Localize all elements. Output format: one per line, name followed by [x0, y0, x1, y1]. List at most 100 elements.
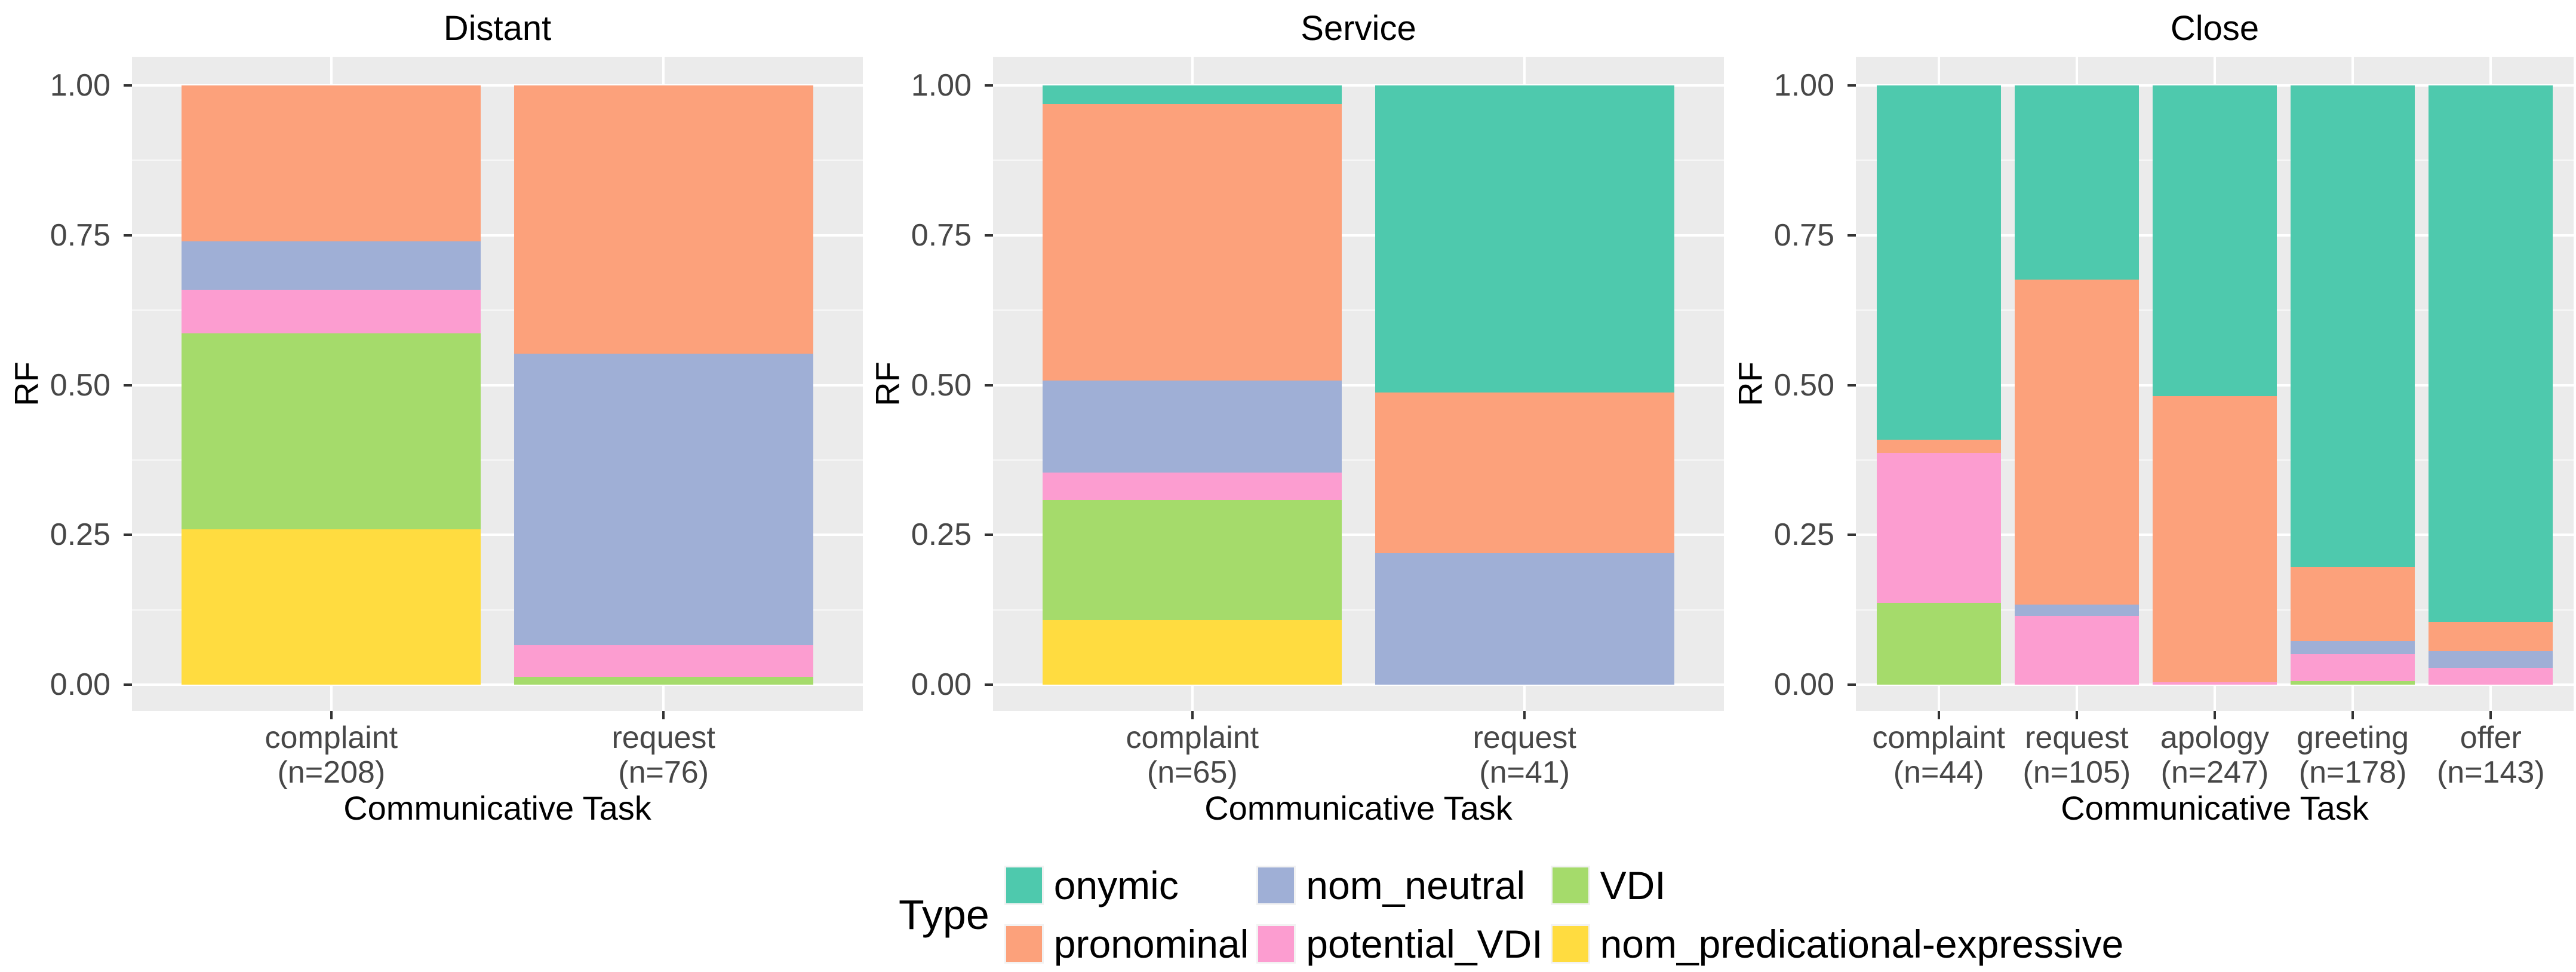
bar-segment-nom_predicational-expressive	[182, 529, 481, 685]
x-tick-label-category: request	[611, 720, 715, 755]
y-tick-mark	[124, 384, 132, 387]
legend-column: onymic pronominal	[1006, 863, 1249, 967]
minor-gridline	[993, 160, 1724, 161]
bar-segment-nom_neutral	[1043, 380, 1342, 473]
bar-segment-pronominal	[1375, 392, 1674, 553]
minor-gridline	[132, 609, 863, 611]
bar-segment-nom_neutral	[2014, 605, 2139, 617]
x-tick-label-category: complaint	[1872, 720, 2005, 755]
x-tick-label-count: (n=44)	[1893, 755, 1984, 790]
x-tick-label-category: offer	[2460, 720, 2522, 755]
x-tick-label-count: (n=65)	[1146, 755, 1238, 790]
x-tick-label: complaint (n=44)	[1802, 720, 2076, 790]
y-tick-mark	[1848, 84, 1856, 87]
y-tick-label: 1.00	[911, 68, 972, 103]
y-tick-mark	[985, 84, 993, 87]
bar-segment-pronominal	[2291, 566, 2415, 641]
x-tick-label-category: complaint	[265, 720, 398, 755]
x-tick-label-category: greeting	[2297, 720, 2409, 755]
legend-grid: onymic pronominal nom_neutral potential_VDI…	[1006, 863, 2124, 967]
bar-segment-nom_neutral	[2429, 651, 2553, 668]
x-tick-label: complaint (n=208)	[194, 720, 469, 790]
x-tick-label-count: (n=41)	[1479, 755, 1570, 790]
x-tick-label-count: (n=105)	[2022, 755, 2131, 790]
legend-label: pronominal	[1053, 922, 1249, 966]
legend-label: nom_predicational-expressive	[1600, 922, 2124, 966]
bar-segment-nom_neutral	[2291, 640, 2415, 655]
bar-segment-onymic	[1876, 85, 2001, 440]
x-tick-label-category: request	[1473, 720, 1576, 755]
y-tick-label: 0.25	[911, 517, 972, 553]
bar-close-apology	[2152, 85, 2277, 685]
bar-segment-pronominal	[514, 85, 813, 354]
bar-segment-potential_VDI	[1876, 453, 2001, 603]
minor-gridline	[132, 160, 863, 161]
bar-segment-onymic	[2291, 85, 2415, 567]
legend-key-nom_predicational-expressive	[1552, 926, 1588, 962]
legend-key-potential_VDI	[1258, 926, 1295, 962]
y-tick-mark	[124, 533, 132, 536]
legend-column: nom_neutral potential_VDI	[1258, 863, 1543, 967]
x-tick-label-count: (n=76)	[618, 755, 709, 790]
legend-title: Type	[899, 891, 989, 938]
bar-segment-potential_VDI	[2429, 667, 2553, 685]
bar-segment-onymic	[1375, 85, 1674, 393]
x-tick-label: apology (n=247)	[2077, 720, 2352, 790]
bar-close-greeting	[2291, 85, 2415, 685]
y-tick-mark	[124, 234, 132, 237]
x-tick-label: complaint (n=65)	[1055, 720, 1330, 790]
y-tick-mark	[124, 683, 132, 686]
x-tick-label: request (n=41)	[1387, 720, 1662, 790]
legend-label: onymic	[1053, 863, 1179, 907]
legend-item-onymic: onymic	[1006, 863, 1249, 908]
bar-segment-nom_neutral	[514, 353, 813, 646]
y-tick-mark	[1848, 683, 1856, 686]
major-gridline	[993, 234, 1724, 237]
bar-segment-onymic	[1043, 85, 1342, 104]
major-gridline	[993, 533, 1724, 536]
y-tick-label: 1.00	[50, 68, 110, 103]
y-tick-label: 0.75	[911, 217, 972, 253]
bar-segment-onymic	[2152, 85, 2277, 396]
bar-segment-VDI	[182, 333, 481, 529]
y-tick-label: 0.25	[1773, 517, 1834, 553]
bar-segment-VDI	[2291, 681, 2415, 685]
legend-label: potential_VDI	[1306, 922, 1543, 966]
plot-area	[993, 57, 1724, 711]
plot-area	[132, 57, 863, 711]
x-tick-mark	[662, 711, 665, 719]
x-axis-title: Communicative Task	[343, 789, 651, 827]
bar-segment-VDI	[1876, 603, 2001, 685]
bar-segment-pronominal	[2429, 621, 2553, 651]
y-tick-mark	[1848, 533, 1856, 536]
plot-area	[1856, 57, 2574, 711]
bar-distant-complaint	[182, 85, 481, 685]
x-tick-label-count: (n=143)	[2436, 755, 2545, 790]
x-tick-mark	[2489, 711, 2492, 719]
legend-label: VDI	[1600, 863, 1666, 907]
x-axis-title: Communicative Task	[1204, 789, 1513, 827]
y-tick-label: 0.50	[911, 367, 972, 403]
y-tick-label: 0.75	[50, 217, 110, 253]
panel-title: Service	[1301, 9, 1416, 48]
bar-segment-nom_neutral	[1375, 553, 1674, 685]
y-tick-mark	[1848, 384, 1856, 387]
x-axis-title: Communicative Task	[2061, 789, 2369, 827]
x-tick-mark	[1523, 711, 1526, 719]
bar-segment-pronominal	[182, 85, 481, 241]
major-gridline	[132, 234, 863, 237]
x-tick-label-count: (n=247)	[2160, 755, 2269, 790]
y-tick-label: 0.25	[50, 517, 110, 553]
legend-key-onymic	[1006, 867, 1042, 903]
bar-segment-VDI	[1043, 500, 1342, 620]
major-gridline	[132, 84, 863, 87]
x-tick-label-count: (n=178)	[2298, 755, 2407, 790]
y-tick-label: 0.00	[50, 667, 110, 702]
x-tick-label-count: (n=208)	[277, 755, 386, 790]
x-tick-mark	[2351, 711, 2354, 719]
x-tick-mark	[2214, 711, 2216, 719]
bar-segment-potential_VDI	[182, 290, 481, 333]
bar-distant-request	[514, 85, 813, 685]
major-gridline	[132, 533, 863, 536]
